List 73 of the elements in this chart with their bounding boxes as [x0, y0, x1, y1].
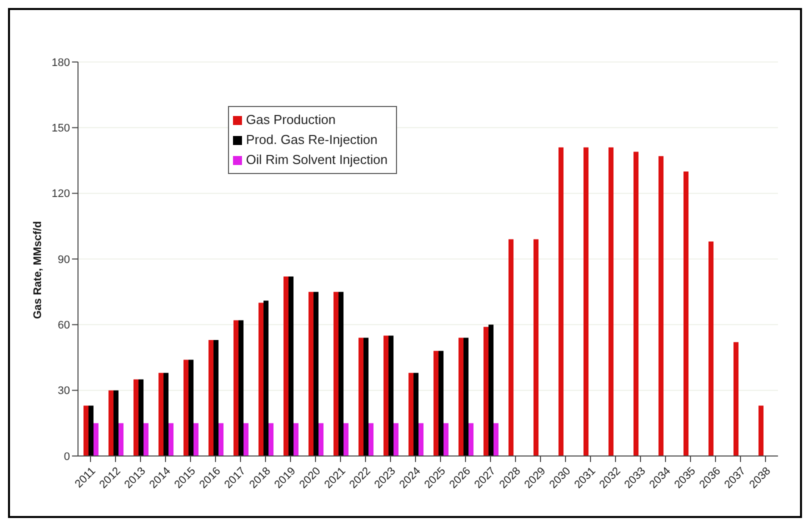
legend-label: Oil Rim Solvent Injection — [246, 151, 388, 169]
y-tick-label: 60 — [58, 320, 70, 332]
bar — [284, 276, 288, 456]
bar — [314, 292, 318, 456]
bar — [234, 320, 238, 456]
bar — [194, 423, 198, 456]
bar — [494, 423, 498, 456]
bar — [458, 338, 464, 456]
legend-label: Gas Production — [246, 111, 336, 129]
bar — [108, 390, 114, 456]
bar — [238, 320, 244, 456]
bar — [294, 423, 298, 456]
bar — [414, 372, 418, 456]
bar — [258, 302, 264, 456]
bar — [164, 372, 168, 456]
bar — [758, 406, 764, 456]
bar — [184, 360, 188, 456]
bar — [408, 372, 414, 456]
bar — [394, 423, 398, 456]
bar — [218, 423, 224, 456]
bar — [708, 241, 714, 456]
bar — [168, 423, 174, 456]
bar — [358, 338, 364, 456]
bar — [344, 423, 348, 456]
bar — [134, 379, 138, 456]
bar — [334, 292, 338, 456]
bar — [488, 324, 494, 456]
bar — [584, 147, 588, 456]
bar — [534, 239, 538, 456]
bar — [188, 360, 194, 456]
bar — [138, 379, 144, 456]
bar — [94, 423, 98, 456]
bar — [144, 423, 148, 456]
bar — [684, 171, 688, 456]
bar — [268, 423, 274, 456]
bar — [508, 239, 514, 456]
bar — [368, 423, 374, 456]
bar — [658, 156, 664, 456]
bar — [444, 423, 448, 456]
bar — [634, 152, 638, 456]
bar — [608, 147, 614, 456]
y-tick-label: 150 — [52, 122, 70, 135]
y-tick-label: 90 — [58, 254, 70, 266]
bar — [158, 372, 164, 456]
bar — [214, 340, 218, 456]
bar — [384, 336, 388, 456]
bar — [118, 423, 124, 456]
y-tick-label: 0 — [64, 450, 70, 463]
bar — [244, 423, 248, 456]
bar — [418, 423, 424, 456]
bar — [338, 292, 344, 456]
bar — [388, 336, 394, 456]
bar — [464, 338, 468, 456]
bar — [264, 300, 268, 456]
y-axis-title: Gas Rate, MMscf/d — [32, 221, 44, 319]
bar — [434, 350, 438, 456]
bar — [84, 406, 88, 456]
y-tick-label: 30 — [58, 385, 70, 398]
legend-label: Prod. Gas Re-Injection — [246, 131, 378, 149]
bar — [734, 342, 738, 456]
bar — [318, 423, 324, 456]
bar — [438, 350, 444, 456]
bar — [484, 326, 488, 456]
y-tick-label: 180 — [52, 56, 70, 69]
bar — [288, 276, 294, 456]
bar — [308, 292, 314, 456]
bar — [558, 147, 564, 456]
bar — [114, 390, 118, 456]
bar — [208, 340, 214, 456]
bar — [364, 338, 368, 456]
y-tick-label: 120 — [52, 188, 70, 200]
bar — [88, 406, 94, 456]
bar — [468, 423, 474, 456]
